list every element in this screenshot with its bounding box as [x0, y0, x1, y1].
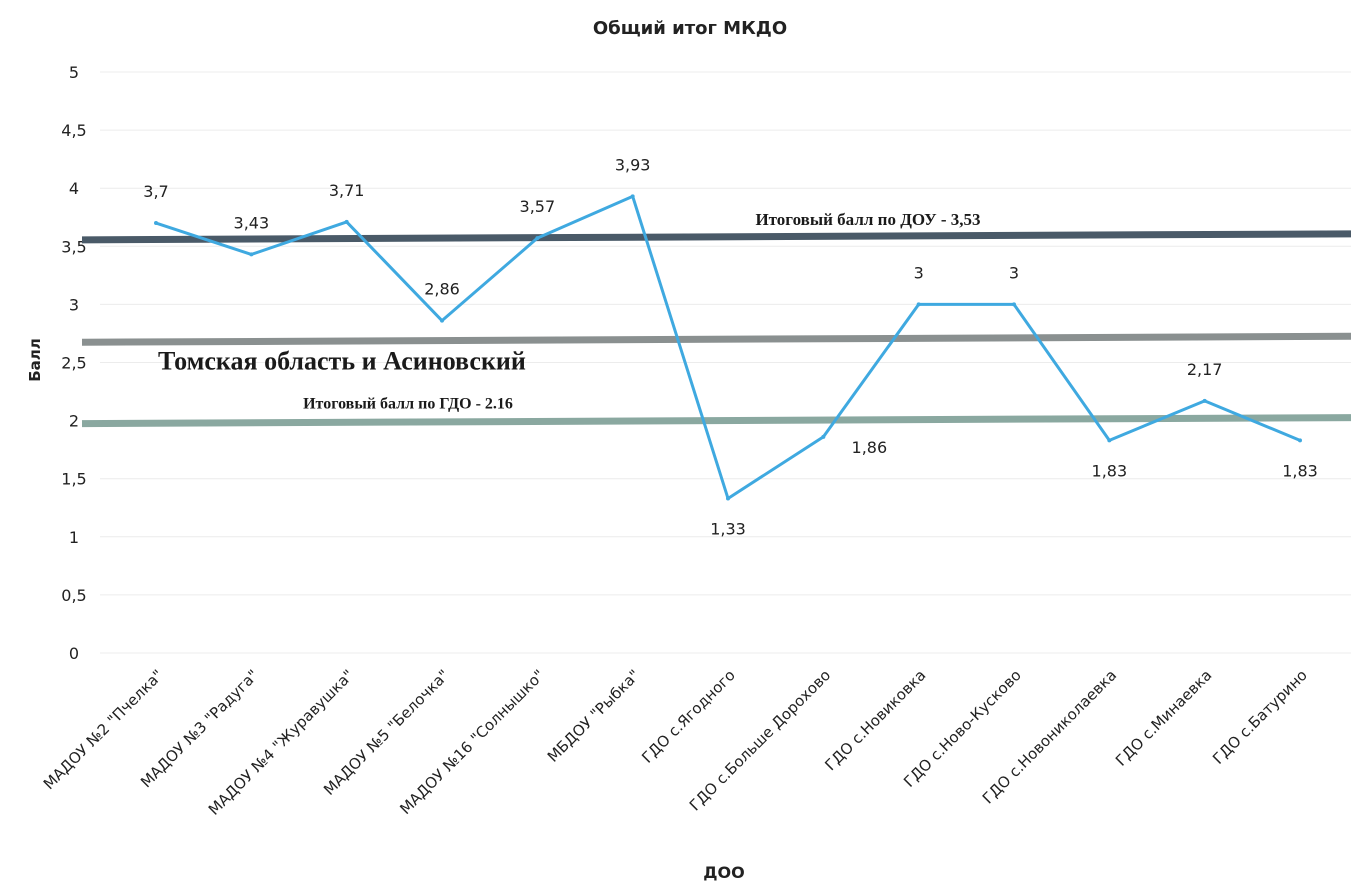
data-label: 3: [1009, 263, 1019, 282]
data-point: [916, 302, 921, 307]
reference-line-label: Итоговый балл по ГДО - 2.16: [303, 396, 513, 413]
y-axis-label: Балл: [26, 338, 44, 382]
data-labels: 3,7 3,43 3,71 2,86 3,57 3,93 1,33 1,86 3 3 1,83 2,1…: [143, 155, 1318, 538]
data-label: 2,86: [424, 280, 460, 299]
data-point: [630, 194, 635, 199]
data-point: [821, 434, 826, 439]
data-label: 3,71: [329, 181, 365, 200]
data-point: [1298, 438, 1302, 443]
data-label: 1,83: [1282, 461, 1318, 480]
x-axis-label: ДОО: [703, 863, 744, 882]
reference-line: [81, 230, 1351, 244]
y-axis-ticks: 0 0,5 1 1,5 2 2,5 3 3,5 4 4,5 5: [61, 63, 86, 663]
data-label: 1,33: [710, 519, 746, 538]
x-tick-label: ГДО с.Минаевка: [1112, 666, 1216, 770]
data-point: [440, 318, 444, 323]
series-line: [154, 194, 1302, 501]
y-tick-label: 2,5: [61, 354, 86, 373]
data-point: [535, 236, 540, 241]
x-tick-label: МБДОУ "Рыбка": [544, 666, 644, 766]
data-point: [249, 252, 254, 257]
data-point: [726, 496, 730, 501]
data-label: 3,43: [234, 213, 270, 232]
data-label: 2,17: [1187, 360, 1223, 379]
data-label: 3,57: [520, 197, 556, 216]
data-point: [1202, 398, 1207, 403]
y-tick-label: 3,5: [61, 237, 86, 256]
data-point: [1012, 302, 1016, 307]
y-tick-label: 3: [69, 295, 79, 314]
reference-line: [81, 414, 1351, 428]
data-point: [344, 219, 349, 224]
data-label: 1,83: [1092, 461, 1128, 480]
reference-lines: Итоговый балл по ДОУ - 3,53 Томская облас…: [81, 210, 1351, 428]
data-label: 1,86: [852, 438, 888, 457]
data-label: 3,93: [615, 155, 651, 174]
y-tick-label: 1,5: [61, 470, 86, 489]
reference-line-label: Итоговый балл по ДОУ - 3,53: [755, 210, 980, 229]
y-tick-label: 1: [69, 528, 79, 547]
y-tick-label: 4,5: [61, 121, 86, 140]
reference-line-label: Томская область и Асиновский: [158, 346, 526, 375]
x-axis-ticks: МАДОУ №2 "Пчелка"МАДОУ №3 "Радуга"МАДОУ …: [40, 666, 1311, 819]
data-label: 3: [914, 263, 924, 282]
chart-title: Общий итог МКДО: [593, 18, 787, 39]
x-tick-label: ГДО с.Батурино: [1209, 666, 1311, 768]
x-tick-label: ГДО с.Новиковка: [821, 666, 929, 774]
y-tick-label: 0,5: [61, 586, 86, 605]
reference-line: [81, 332, 1351, 346]
data-point: [1107, 438, 1112, 443]
y-tick-label: 2: [69, 412, 79, 431]
x-tick-label: ГДО с.Ягодного: [638, 666, 739, 767]
data-point: [154, 221, 158, 226]
y-tick-label: 5: [69, 63, 79, 82]
y-tick-label: 4: [69, 179, 79, 198]
y-tick-label: 0: [69, 644, 79, 663]
data-label: 3,7: [143, 182, 168, 201]
